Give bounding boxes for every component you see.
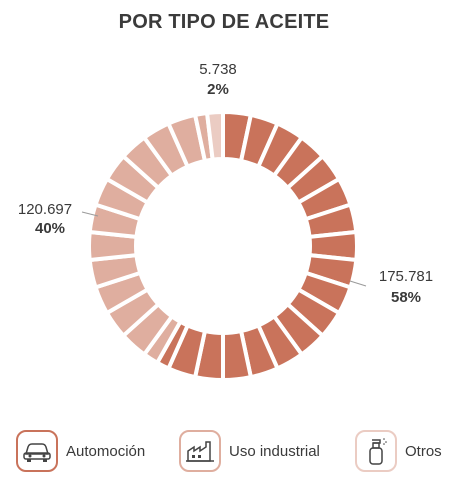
- industrial-value-label: 120.697: [18, 201, 72, 218]
- factory-icon: [179, 430, 221, 472]
- car-icon: [16, 430, 58, 472]
- otros-percent-label: 2%: [207, 81, 229, 98]
- otros-value-label: 5.738: [199, 61, 237, 78]
- label-leaders: [81, 211, 367, 287]
- legend-item-automocion: Automoción: [16, 429, 145, 473]
- legend-label-industrial: Uso industrial: [229, 442, 320, 460]
- donut-segment-otros: [204, 109, 225, 162]
- spray-bottle-icon: [355, 430, 397, 472]
- leader-automocion: [349, 280, 367, 287]
- automocion-percent-label: 58%: [391, 289, 421, 306]
- legend-item-otros: Otros: [355, 429, 442, 473]
- leader-industrial: [81, 211, 99, 217]
- legend-item-industrial: Uso industrial: [179, 429, 320, 473]
- legend: Automoción Uso industrial Otros: [16, 429, 456, 473]
- chart-title: POR TIPO DE ACEITE: [118, 11, 330, 33]
- industrial-percent-label: 40%: [35, 220, 65, 237]
- legend-label-otros: Otros: [405, 442, 442, 460]
- legend-label-automocion: Automoción: [66, 442, 146, 460]
- automocion-value-label: 175.781: [379, 268, 433, 285]
- donut-segments: [87, 109, 359, 383]
- donut-chart: 5.738 2% 120.697 40% 175.781 58%: [17, 61, 434, 383]
